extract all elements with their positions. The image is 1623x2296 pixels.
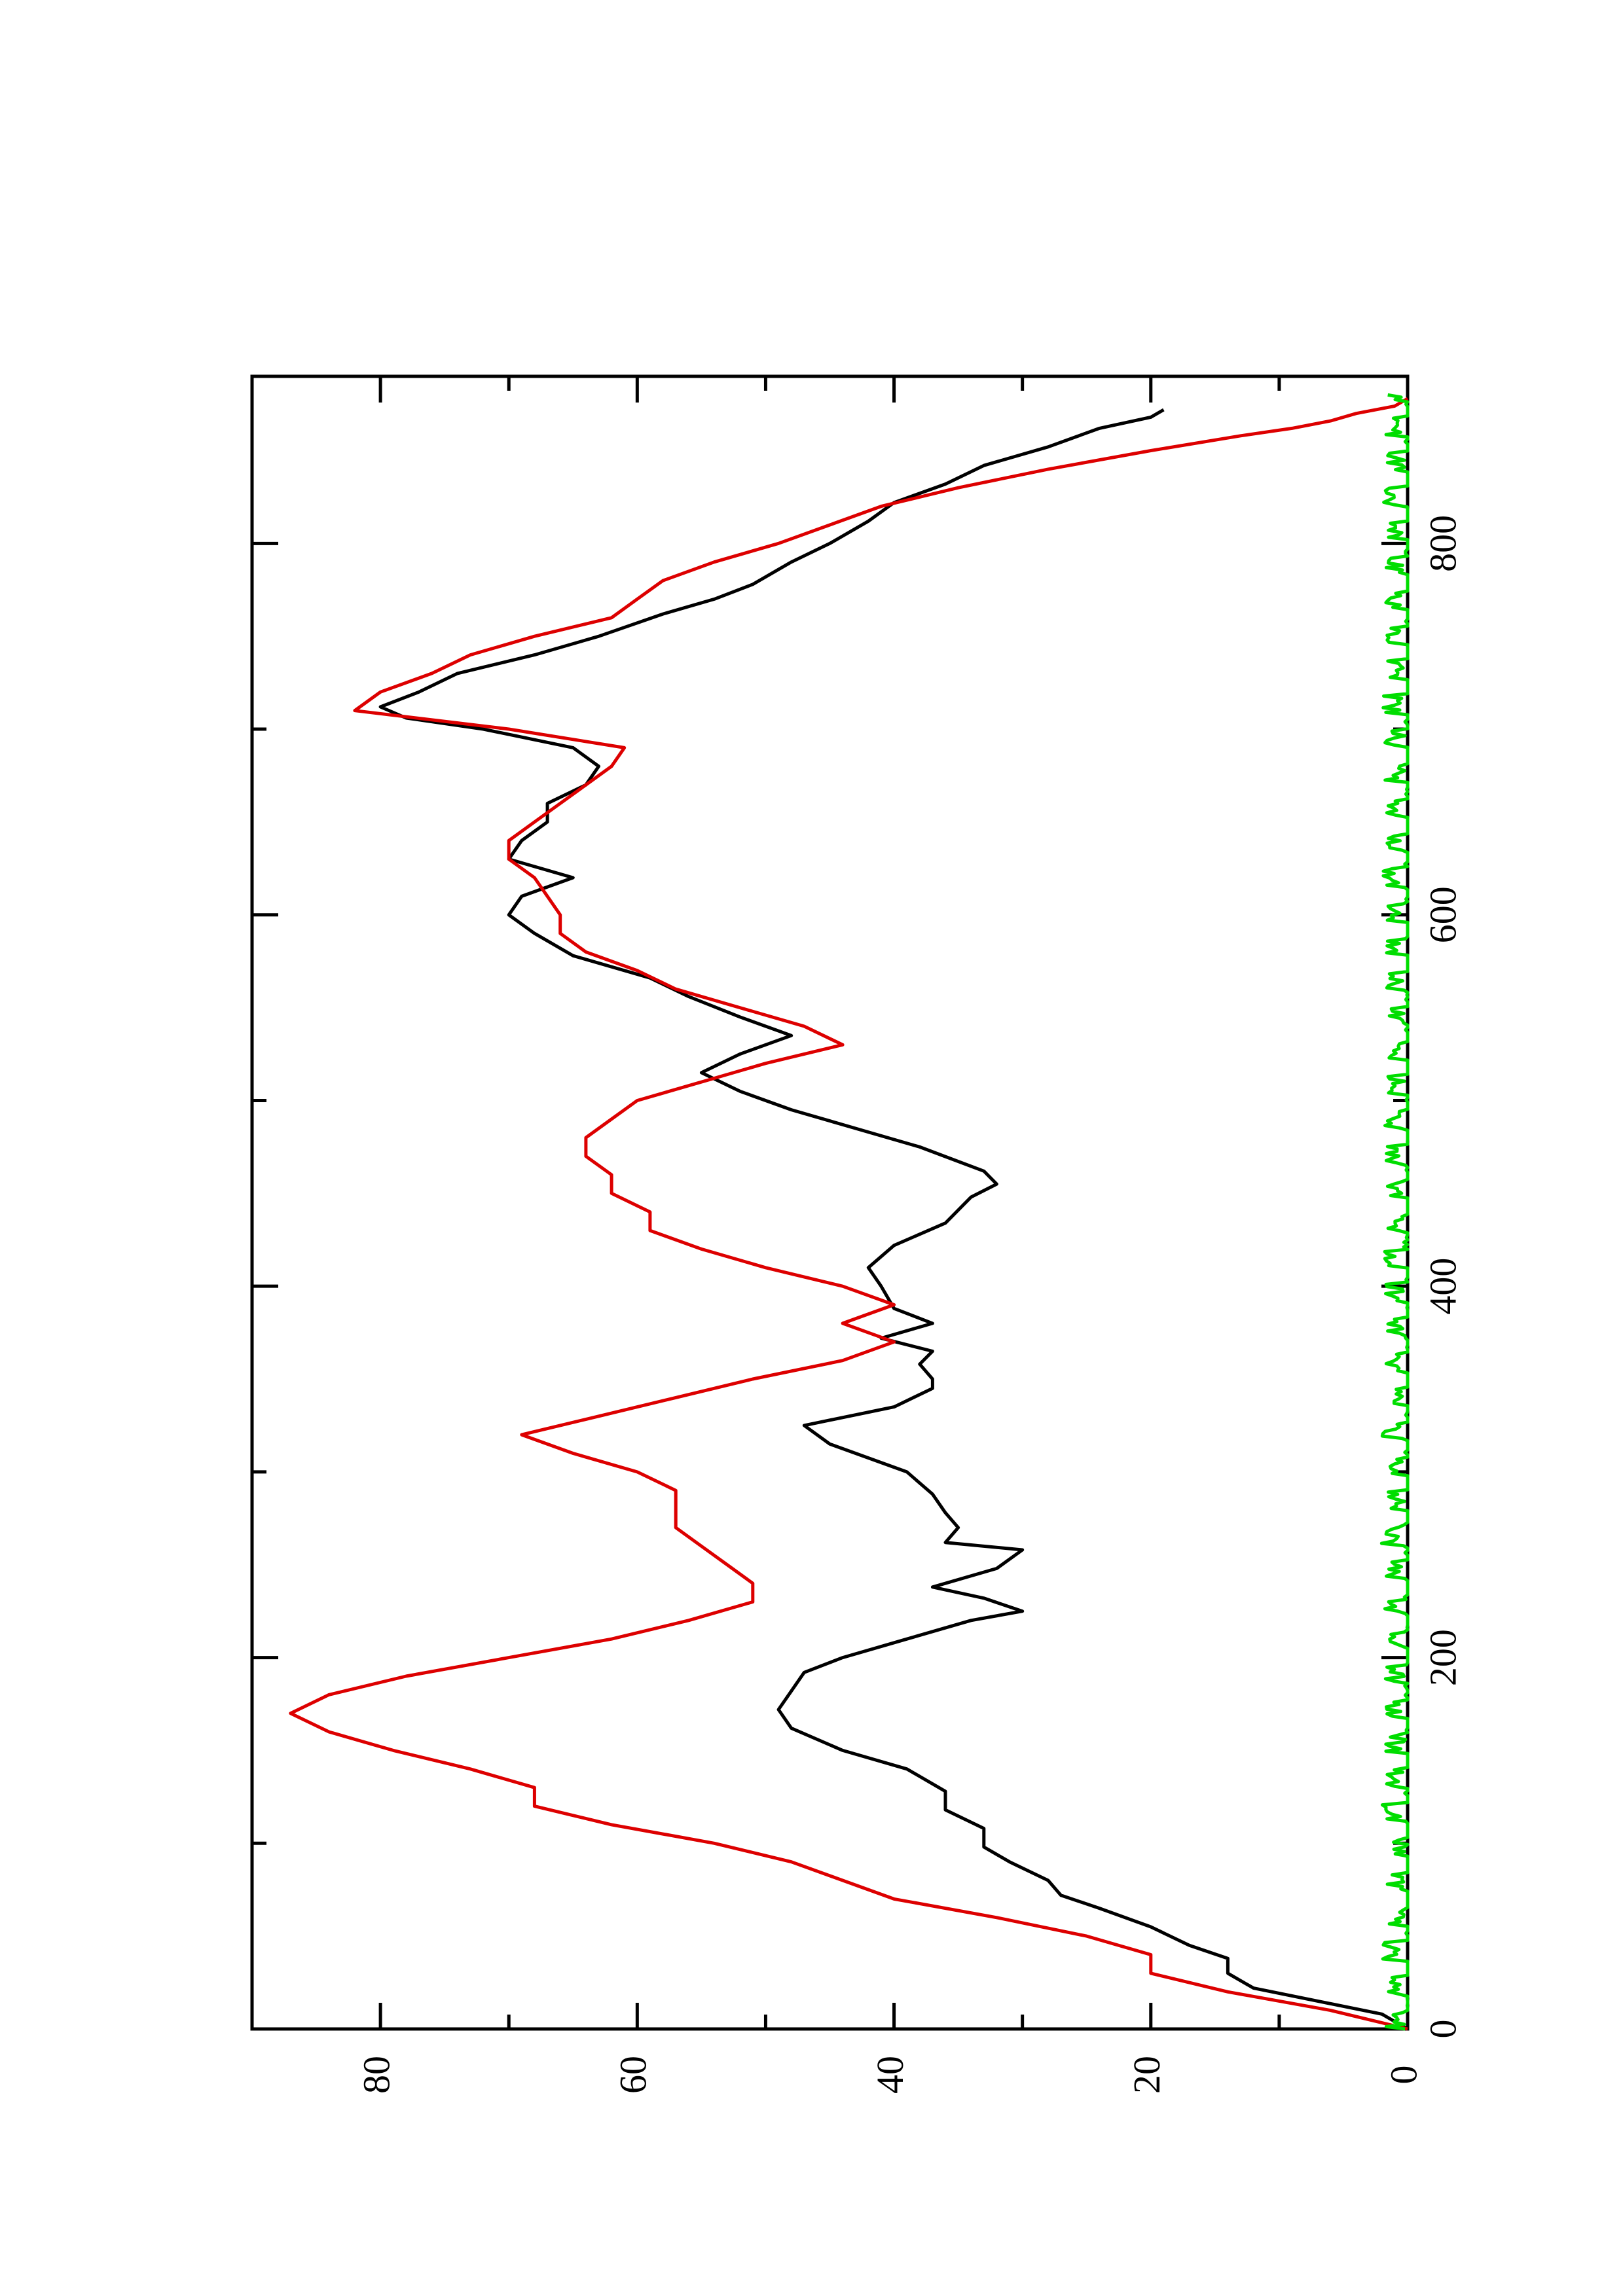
- series-line-3: [1379, 393, 1410, 2031]
- x-tick-label: 600: [1421, 886, 1464, 943]
- y-tick-label: 60: [612, 2056, 655, 2094]
- series-line-1: [378, 408, 1409, 2031]
- y-tick-label: 40: [869, 2056, 911, 2094]
- x-tick-label: 0: [1421, 2020, 1464, 2039]
- ticks: [252, 376, 1410, 2031]
- series-line-2: [289, 397, 1409, 2031]
- series: [289, 393, 1410, 2031]
- y-tick-label: 20: [1125, 2056, 1168, 2094]
- x-tick-label: 800: [1421, 515, 1464, 572]
- plot-frame: [250, 374, 1410, 2031]
- y-tick-label: 80: [355, 2056, 397, 2094]
- tick-labels: 0 200 400 600 800 0 20 40 60 80: [355, 515, 1464, 2094]
- x-tick-label: 200: [1421, 1629, 1464, 1686]
- y-tick-label: 0: [1382, 2066, 1425, 2085]
- x-tick-label: 400: [1421, 1258, 1464, 1315]
